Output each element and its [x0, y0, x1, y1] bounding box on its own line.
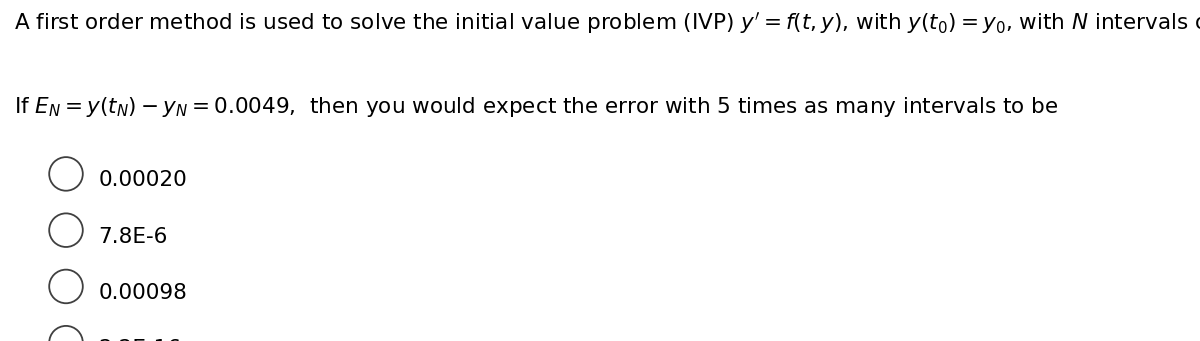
Text: 7.8E-6: 7.8E-6	[98, 227, 168, 247]
Text: 2.2E-16: 2.2E-16	[98, 339, 181, 341]
Text: 0.00020: 0.00020	[98, 170, 187, 191]
Text: A first order method is used to solve the initial value problem (IVP) $y^{\prime: A first order method is used to solve th…	[14, 10, 1200, 36]
Text: 0.00098: 0.00098	[98, 283, 187, 303]
Text: If $E_N = y(t_N) - y_N = 0.0049$,  then you would expect the error with 5 times : If $E_N = y(t_N) - y_N = 0.0049$, then y…	[14, 95, 1058, 119]
